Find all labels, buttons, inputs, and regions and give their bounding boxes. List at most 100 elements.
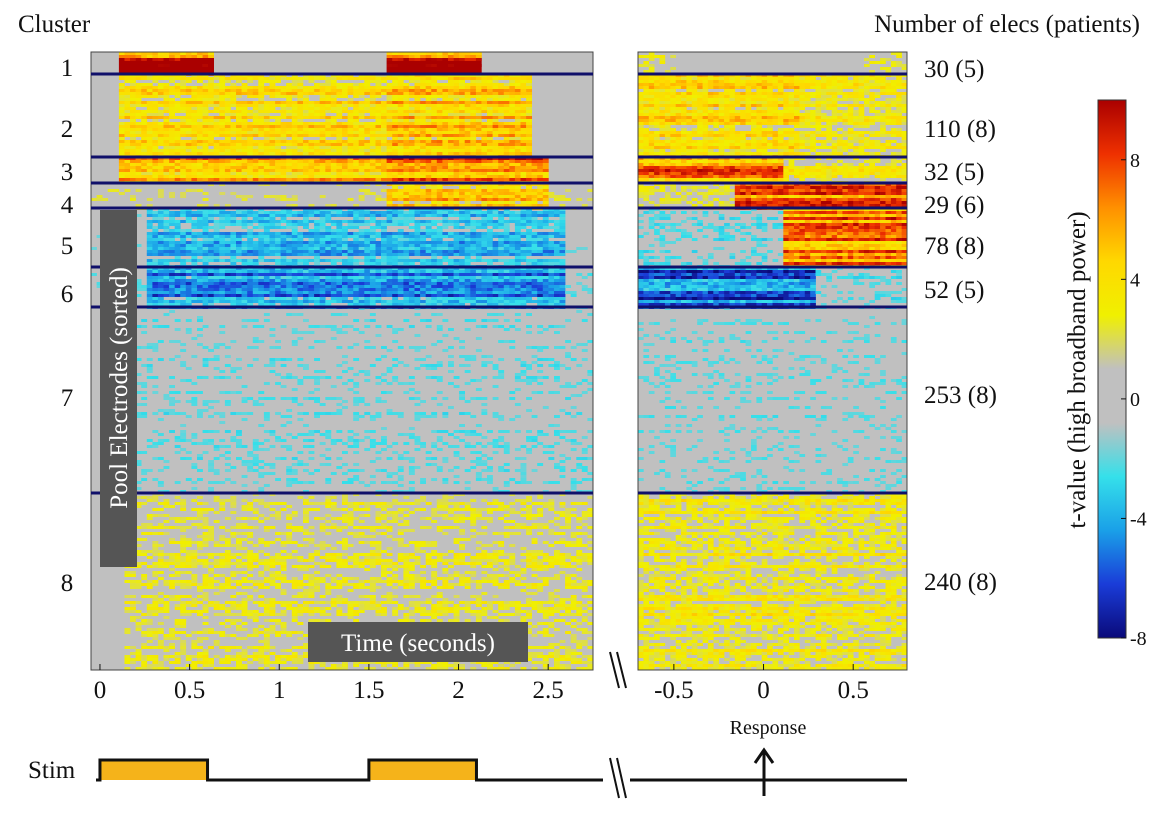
heatmap-cell (475, 58, 482, 61)
heatmap-cell (436, 64, 449, 67)
heatmap-cell (358, 211, 365, 214)
heatmap-cell (464, 92, 471, 95)
heatmap-cell (197, 232, 203, 235)
heatmap-cell (431, 235, 438, 238)
heatmap-cell (375, 110, 382, 113)
heatmap-cell (202, 122, 209, 125)
heatmap-cell (185, 116, 192, 119)
heatmap-cell (297, 259, 304, 262)
heatmap-cell (369, 229, 376, 232)
heatmap-cell (509, 125, 516, 128)
heatmap-cell (241, 169, 254, 172)
heatmap-cell (247, 250, 254, 253)
heatmap-cell (157, 116, 164, 119)
heatmap-cell (213, 125, 220, 128)
heatmap-cell (375, 178, 382, 181)
heatmap-cell (364, 152, 371, 155)
heatmap-cell (224, 104, 231, 107)
heatmap-cell (531, 250, 538, 253)
heatmap-cell (141, 113, 148, 116)
heatmap-cell (308, 110, 315, 113)
heatmap-cell (230, 217, 237, 220)
heatmap-cell (408, 146, 415, 149)
heatmap-cell (542, 195, 549, 198)
heatmap-cell (448, 282, 454, 285)
heatmap-cell (146, 285, 153, 288)
heatmap-cell (297, 235, 304, 238)
heatmap-cell (152, 291, 159, 294)
heatmap-cell (408, 211, 415, 214)
heatmap-cell (157, 110, 164, 113)
heatmap-cell (509, 116, 516, 119)
heatmap-cell (297, 282, 304, 285)
heatmap-cell (152, 285, 159, 288)
heatmap-cell (436, 262, 443, 265)
heatmap-cell (124, 104, 131, 107)
heatmap-cell (453, 83, 460, 86)
heatmap-cell (152, 119, 159, 122)
heatmap-cell (442, 217, 449, 220)
heatmap-cell (224, 259, 231, 262)
heatmap-cell (397, 220, 404, 223)
heatmap-cell (291, 125, 298, 128)
heatmap-cell (197, 113, 203, 116)
heatmap-cell (319, 152, 326, 155)
heatmap-cell (554, 244, 560, 247)
heatmap-cell (152, 178, 159, 181)
heatmap-cell (291, 143, 298, 146)
heatmap-cell (135, 98, 142, 101)
heatmap-cell (174, 101, 181, 104)
heatmap-cell (375, 244, 382, 247)
heatmap-cell (531, 211, 538, 214)
heatmap-cell (180, 247, 187, 250)
heatmap-cell (420, 282, 426, 285)
heatmap-cell (392, 291, 399, 294)
heatmap-cell (213, 77, 220, 80)
heatmap-cell (180, 77, 187, 80)
heatmap-cell (174, 253, 181, 256)
heatmap-cell (464, 198, 471, 201)
heatmap-cell (448, 223, 454, 226)
heatmap-cell (353, 116, 360, 119)
heatmap-cell (537, 250, 544, 253)
heatmap-cell (275, 131, 281, 134)
heatmap-cell (397, 52, 404, 55)
heatmap-cell (436, 198, 443, 201)
heatmap-cell (247, 116, 254, 119)
heatmap-cell (397, 223, 404, 226)
heatmap-cell (453, 178, 460, 181)
heatmap-cell (208, 131, 214, 134)
heatmap-cell (459, 107, 465, 110)
heatmap-cell (330, 204, 337, 207)
heatmap-left-panel (91, 52, 593, 670)
heatmap-cell (330, 134, 337, 137)
heatmap-cell (169, 250, 175, 253)
heatmap-cell (392, 250, 399, 253)
heatmap-cell (503, 98, 510, 101)
heatmap-cell (146, 58, 153, 61)
heatmap-cell (152, 131, 159, 134)
heatmap-cell (252, 273, 259, 276)
heatmap-cell (420, 113, 426, 116)
heatmap-cell (531, 204, 538, 207)
heatmap-cell (358, 143, 365, 146)
heatmap-cell (291, 101, 298, 104)
heatmap-cell (280, 276, 287, 279)
heatmap-cell (408, 152, 415, 155)
heatmap-cell (481, 259, 488, 262)
heatmap-cell (475, 244, 482, 247)
heatmap-cell (208, 291, 214, 294)
heatmap-cell (280, 128, 287, 131)
heatmap-cell (464, 172, 471, 175)
heatmap-cell (269, 92, 276, 95)
heatmap-cell (492, 282, 499, 285)
heatmap-cell (386, 285, 393, 288)
heatmap-cell (542, 270, 549, 273)
heatmap-cell (236, 291, 242, 294)
heatmap-cell (202, 279, 209, 282)
heatmap-cell (325, 259, 332, 262)
heatmap-cell (208, 119, 214, 122)
heatmap-cell (286, 169, 293, 172)
heatmap-cell (191, 55, 198, 58)
heatmap-cell (314, 223, 320, 226)
